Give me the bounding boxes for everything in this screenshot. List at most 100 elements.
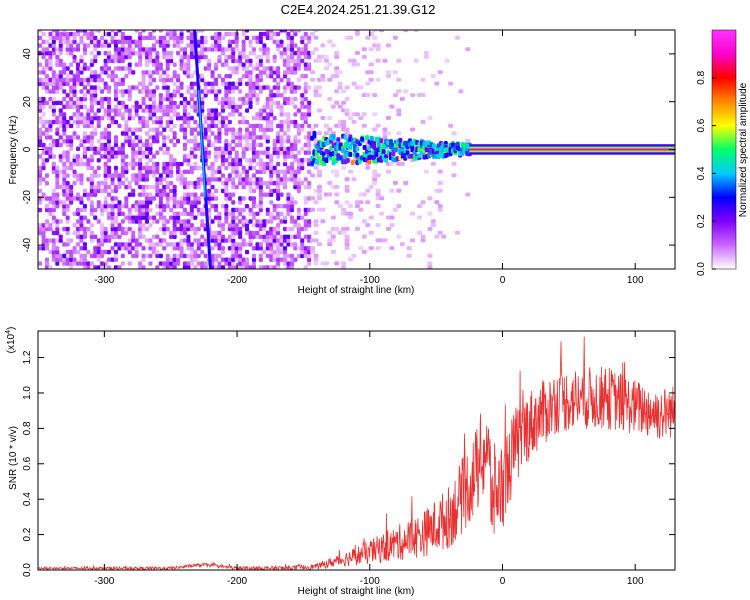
spectrogram-cell — [234, 215, 239, 220]
spectrogram-cell — [248, 177, 253, 182]
spectrogram-cell — [217, 139, 222, 144]
spectrogram-cell — [286, 265, 291, 269]
diagonal-streak-core — [197, 89, 206, 198]
spectrogram-cell — [217, 265, 222, 269]
spectrogram-cell — [293, 70, 298, 75]
spectrogram-cell — [276, 177, 281, 182]
spectrogram-cell — [217, 135, 222, 140]
spectrogram-cell — [58, 234, 63, 239]
spectrogram-cell — [286, 112, 291, 117]
spectrogram-cell — [189, 74, 194, 79]
spectrogram-cell — [158, 77, 163, 83]
spectrogram-cell — [69, 253, 74, 259]
spectrogram-cell — [69, 135, 74, 140]
spectrogram-cell — [283, 169, 288, 174]
spectrogram-cell — [224, 62, 229, 67]
spectrogram-cell — [203, 89, 208, 94]
spectrogram-cell — [224, 177, 229, 182]
spectrogram-cell — [62, 257, 67, 262]
spectrogram-cell — [58, 85, 63, 90]
spectrogram-cell — [69, 188, 74, 194]
spectrogram-cell — [86, 31, 91, 37]
spectrogram-cell — [214, 238, 219, 243]
spectrogram-cell — [100, 261, 105, 266]
spectrogram-cell — [55, 47, 60, 52]
spectrogram-cell — [220, 246, 225, 251]
spectrogram-cell — [62, 177, 67, 182]
spectrogram-cell — [361, 192, 367, 197]
spectrogram-cell — [265, 74, 270, 79]
spectrogram-cell — [176, 116, 181, 121]
spectrogram-cell — [386, 169, 391, 174]
spectrogram-cell — [179, 253, 184, 259]
spectrogram-cell — [248, 219, 253, 224]
spectrogram-cell — [300, 35, 305, 41]
spectrogram-cell — [344, 96, 350, 101]
spectrogram-cell — [189, 242, 194, 247]
spectrogram-cell — [138, 54, 143, 60]
spectrogram-cell — [93, 234, 98, 239]
spectrogram-cell — [303, 74, 308, 79]
spectrogram-cell — [131, 51, 136, 56]
spectrogram-cell — [255, 154, 260, 159]
spectrogram-cell — [255, 234, 260, 239]
spectrogram-cell — [79, 54, 84, 60]
spectrogram-cell — [51, 47, 56, 52]
spectrogram-cell — [365, 165, 371, 170]
spectrogram-cell — [44, 89, 49, 94]
spectrogram-cell — [258, 177, 263, 182]
spectrogram-cell — [131, 142, 136, 148]
spectrogram-cell — [179, 223, 184, 228]
spectrogram-cell — [96, 139, 101, 144]
spectrogram-cell — [293, 169, 298, 174]
spectrogram-cell — [231, 100, 236, 106]
spectrogram-cell — [423, 51, 429, 55]
spectrogram-cell — [300, 104, 305, 109]
spectrogram-cell — [58, 112, 63, 117]
spectrogram-cell — [276, 253, 281, 259]
spectrogram-cell — [455, 35, 460, 40]
spectrogram-cell — [62, 207, 67, 213]
spectrogram-cell — [55, 165, 60, 171]
spectrogram-cell — [138, 177, 143, 182]
spectrogram-cell — [127, 51, 132, 56]
spectrogram-cell — [258, 31, 263, 37]
spectrogram-cell — [103, 177, 108, 182]
spectrogram-cell — [169, 93, 174, 98]
spectrogram-cell — [103, 238, 108, 243]
spectrogram-cell — [200, 234, 205, 239]
spectrogram-cell — [172, 112, 177, 117]
spectrogram-cell — [369, 135, 374, 141]
spectrogram-cell — [41, 234, 46, 239]
spectrogram-cell — [214, 139, 219, 144]
spectrogram-cell — [86, 123, 91, 129]
spectrogram-cell — [41, 119, 46, 125]
spectrogram-cell — [334, 192, 340, 197]
spectrogram-cell — [258, 196, 263, 201]
spectrogram-cell — [69, 47, 74, 52]
spectrogram-cell — [134, 39, 139, 44]
spectrogram-cell — [169, 196, 174, 201]
spectrogram-cell — [189, 253, 194, 259]
spectrogram-cell — [172, 70, 177, 75]
spectrogram-cell — [96, 51, 101, 56]
spectrogram-cell — [82, 116, 87, 121]
spectrogram-cell — [151, 135, 156, 140]
spectrogram-cell — [48, 150, 53, 155]
spectrogram-cell — [279, 43, 284, 48]
spectrogram-cell — [169, 54, 174, 60]
spectrogram-cell — [234, 66, 239, 71]
spectrogram-cell — [158, 100, 163, 106]
spectrogram-cell — [293, 181, 298, 186]
spectrogram-cell — [227, 31, 232, 37]
spectrogram-cell — [141, 204, 146, 209]
spectrogram-cell — [388, 139, 393, 145]
spectrogram-cell — [399, 161, 405, 166]
spectrogram-cell — [279, 181, 284, 186]
spectrogram-cell — [427, 265, 433, 269]
spectrogram-cell — [276, 265, 281, 269]
spectrogram-cell — [65, 154, 70, 159]
spectrogram-cell — [141, 211, 146, 216]
spectrogram-cell — [79, 119, 84, 125]
spectrogram-cell — [48, 58, 53, 64]
